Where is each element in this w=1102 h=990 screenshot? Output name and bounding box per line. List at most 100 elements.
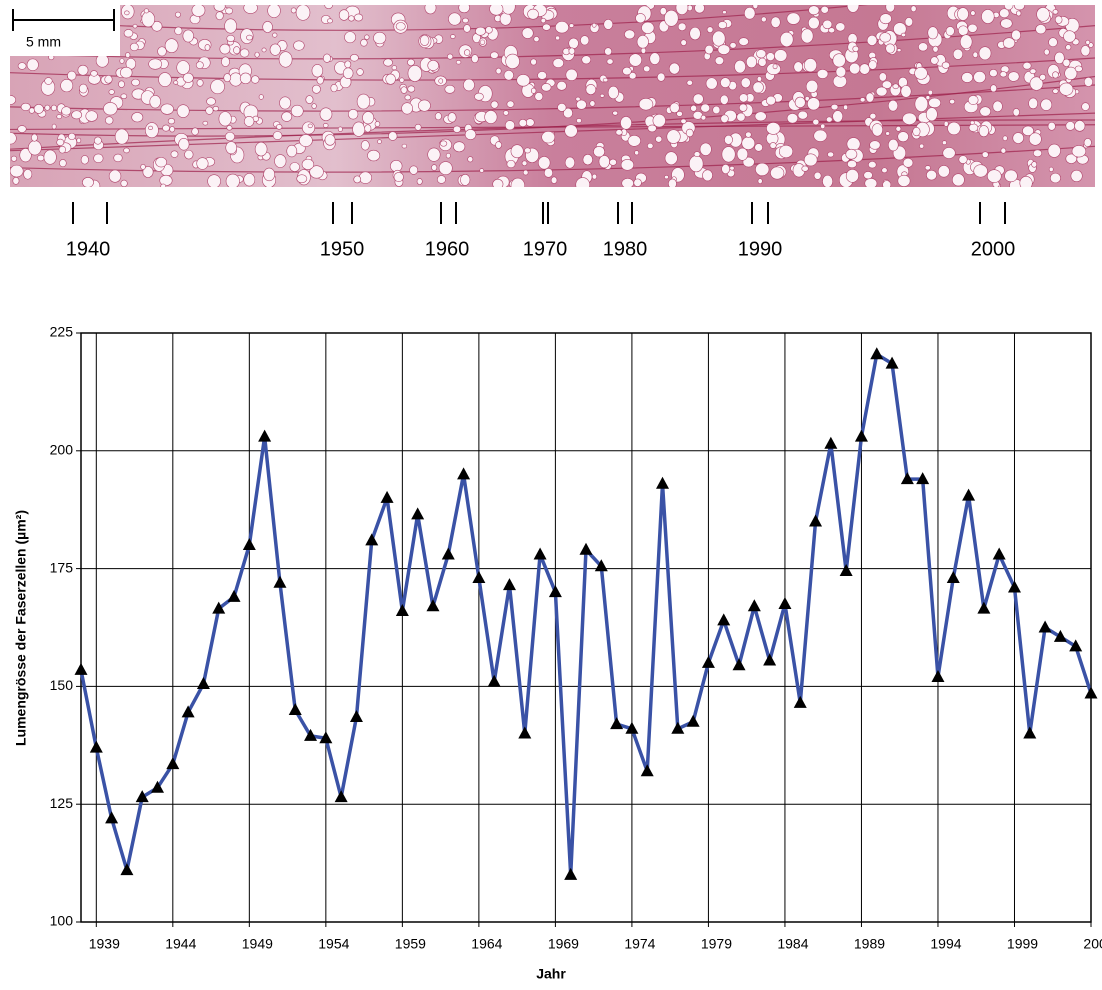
pore [568,47,576,55]
pore [76,137,82,144]
pore [79,83,88,94]
pore [568,37,579,49]
pore [969,120,975,125]
pore [182,29,194,43]
pore [581,55,592,65]
pore [949,99,956,105]
pore [978,46,992,61]
pore [144,122,159,139]
y-tick-label: 150 [50,677,74,693]
pore [1013,5,1025,11]
pore [892,83,899,90]
pore [1011,29,1022,41]
pore [778,144,794,159]
pore [309,165,324,179]
pore [807,97,821,111]
pore [68,132,76,141]
pore [825,116,833,123]
pore [269,43,281,56]
pore [863,171,873,180]
pore [752,81,764,94]
pore [758,57,767,67]
pore [120,93,128,99]
pore [704,44,714,55]
data-marker [931,669,945,682]
pore [675,5,689,15]
pore [142,166,154,178]
pore [125,52,131,58]
pore [93,153,104,164]
pore [85,110,98,122]
pore [296,174,308,184]
pore [103,102,118,116]
pore [766,52,775,61]
pore [224,131,235,142]
year-label: 2000 [971,238,1016,260]
pore [692,93,704,105]
pore [533,36,540,43]
scale-label: 5 mm [26,34,61,50]
pores [10,5,1095,187]
data-marker [181,705,195,718]
pore [123,147,130,154]
pore [204,44,211,51]
pore [120,66,133,79]
pore [1000,147,1007,154]
x-tick-label: 1939 [89,936,120,952]
pore [474,92,484,101]
pore [226,125,233,131]
pore [499,12,512,26]
pore [262,21,273,33]
pore [330,84,338,93]
data-marker [793,695,807,708]
pore [693,151,701,157]
pore [1063,30,1076,43]
pore [990,84,998,93]
pore [427,60,439,71]
pore [1039,73,1047,81]
pore [564,156,576,169]
pore [151,21,163,32]
pore [58,145,67,154]
pore [502,110,509,116]
pore [1070,169,1083,182]
pore [846,5,860,13]
data-marker [824,436,838,449]
pore [604,47,613,56]
pore [479,39,486,45]
pore [552,58,564,68]
pore [489,5,504,16]
pore [846,137,861,151]
pore [1000,18,1013,29]
pore [295,5,311,21]
pore [518,118,528,127]
pore [59,159,67,168]
pore [1040,98,1053,111]
pore [155,157,168,168]
pore [374,121,381,127]
pore [108,169,122,183]
pore [434,112,442,121]
pore [591,22,597,28]
pore [866,34,878,46]
pore [779,31,794,48]
pore [148,125,154,131]
pore [120,179,128,187]
pore [973,164,988,178]
year-label: 1990 [738,238,783,260]
pore [541,131,556,144]
pore [676,110,683,117]
pore [453,141,466,153]
pore [1003,5,1014,11]
pore [808,16,820,30]
pore [606,58,614,65]
pore [444,84,456,94]
pore [900,85,912,98]
data-marker [686,714,700,727]
x-tick-label: 1974 [624,936,655,952]
pore [475,26,486,36]
pore [501,5,516,15]
pore [467,156,474,163]
pore [174,26,183,36]
data-marker [502,578,516,591]
